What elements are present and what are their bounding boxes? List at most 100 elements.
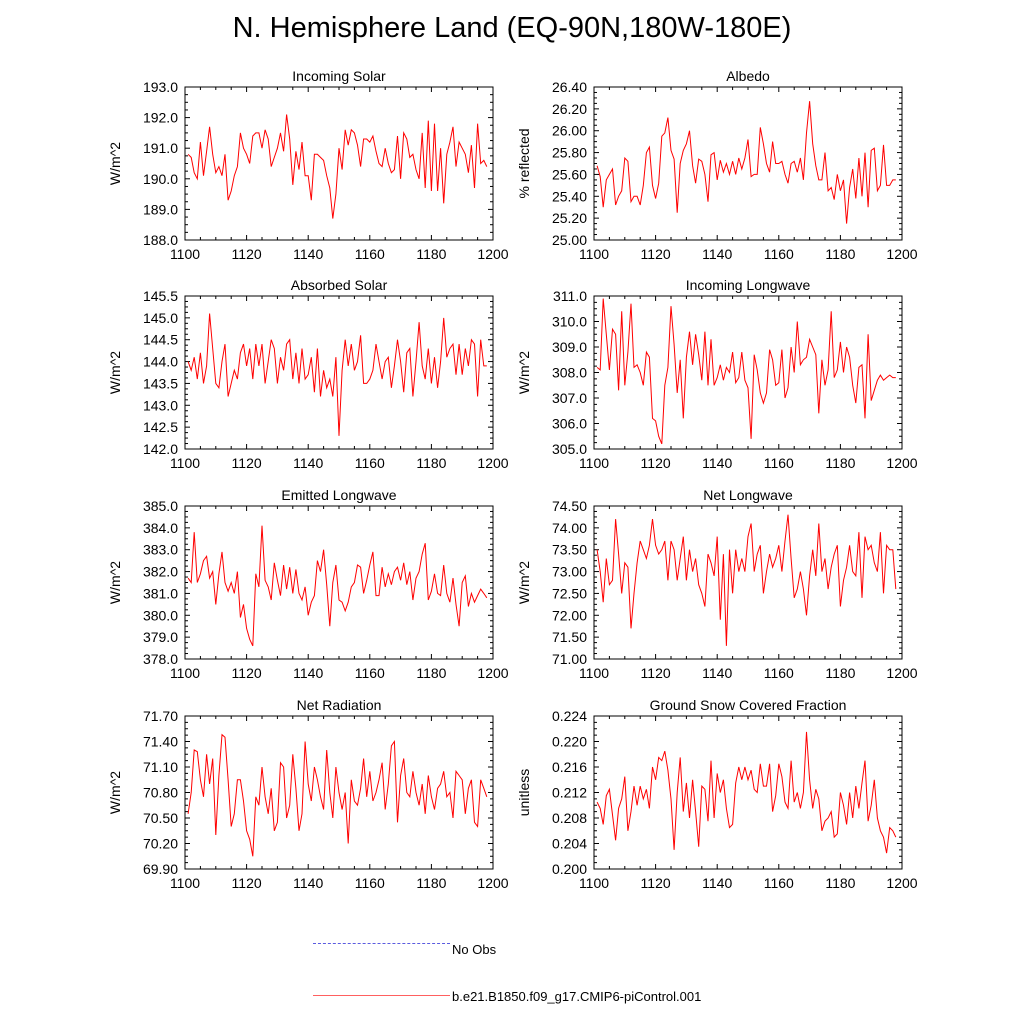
y-tick-label: 71.00 — [552, 651, 587, 667]
panel-title: Albedo — [726, 68, 770, 84]
y-axis-label: W/m^2 — [107, 142, 123, 185]
y-axis-label: W/m^2 — [107, 351, 123, 394]
y-tick-label: 379.0 — [143, 629, 178, 645]
y-tick-label: 145.0 — [143, 310, 178, 326]
panel-title: Ground Snow Covered Fraction — [650, 697, 847, 713]
panel-title: Absorbed Solar — [291, 277, 388, 293]
x-tick-label: 1160 — [764, 246, 794, 262]
y-tick-label: 0.216 — [552, 759, 587, 775]
x-tick-label: 1180 — [825, 875, 855, 891]
series-line — [187, 114, 488, 219]
x-tick-label: 1120 — [641, 455, 671, 471]
series-line — [187, 313, 487, 436]
x-tick-label: 1180 — [416, 455, 446, 471]
y-tick-label: 70.50 — [143, 810, 178, 826]
x-tick-label: 1120 — [232, 875, 262, 891]
x-tick-label: 1160 — [764, 875, 794, 891]
x-tick-label: 1120 — [232, 455, 262, 471]
y-tick-label: 73.00 — [552, 564, 587, 580]
y-tick-label: 306.0 — [552, 416, 587, 432]
y-tick-label: 70.80 — [143, 785, 178, 801]
series-line — [596, 514, 897, 646]
x-tick-label: 1140 — [293, 875, 323, 891]
y-tick-label: 385.0 — [143, 498, 178, 514]
plot-frame — [593, 715, 903, 870]
y-tick-label: 143.5 — [143, 375, 178, 391]
plot-frame — [593, 86, 903, 241]
plot-frame — [184, 86, 494, 241]
x-tick-label: 1100 — [579, 665, 609, 681]
x-tick-label: 1140 — [293, 246, 323, 262]
x-tick-label: 1180 — [825, 246, 855, 262]
x-tick-label: 1200 — [886, 665, 917, 681]
y-tick-label: 74.50 — [552, 498, 587, 514]
y-tick-label: 311.0 — [553, 288, 587, 304]
x-tick-label: 1100 — [579, 875, 609, 891]
y-tick-label: 26.40 — [552, 79, 587, 95]
x-tick-label: 1160 — [355, 665, 385, 681]
y-tick-label: 381.0 — [143, 585, 178, 601]
y-tick-label: 382.0 — [143, 564, 178, 580]
y-tick-label: 192.0 — [143, 110, 178, 126]
x-tick-label: 1200 — [886, 246, 917, 262]
y-tick-label: 72.00 — [552, 607, 587, 623]
x-tick-label: 1100 — [579, 455, 609, 471]
y-tick-label: 144.5 — [143, 332, 178, 348]
x-tick-label: 1140 — [702, 455, 732, 471]
y-axis-label: % reflected — [516, 128, 532, 198]
y-tick-label: 25.20 — [552, 210, 587, 226]
x-tick-label: 1180 — [416, 875, 446, 891]
y-tick-label: 145.5 — [143, 288, 178, 304]
x-tick-label: 1200 — [477, 665, 508, 681]
y-tick-label: 144.0 — [143, 354, 178, 370]
series-line — [187, 733, 488, 857]
x-tick-label: 1160 — [355, 875, 385, 891]
x-tick-label: 1200 — [477, 246, 508, 262]
y-tick-label: 73.50 — [552, 542, 587, 558]
y-tick-label: 310.0 — [552, 314, 587, 330]
y-tick-label: 378.0 — [143, 651, 178, 667]
plot-frame — [593, 505, 903, 660]
x-tick-label: 1180 — [825, 455, 855, 471]
series-line — [596, 298, 896, 445]
y-tick-label: 383.0 — [143, 542, 178, 558]
x-tick-label: 1120 — [232, 665, 262, 681]
x-tick-label: 1140 — [702, 246, 732, 262]
y-axis-label: W/m^2 — [107, 561, 123, 604]
x-tick-label: 1160 — [764, 455, 794, 471]
y-tick-label: 188.0 — [143, 232, 178, 248]
y-tick-label: 70.20 — [143, 836, 178, 852]
x-tick-label: 1200 — [886, 875, 917, 891]
series-line — [187, 525, 488, 647]
chart-panel-4: Incoming Longwave W/m^2 1100 1120 1140 1160 11… — [516, 277, 918, 471]
legend-label-model: b.e21.B1850.f09_g17.CMIP6-piControl.001 — [452, 989, 702, 1004]
x-tick-label: 1120 — [232, 246, 262, 262]
legend-line-no-obs — [313, 943, 450, 944]
x-tick-label: 1100 — [170, 455, 200, 471]
y-tick-label: 142.5 — [143, 419, 178, 435]
y-tick-label: 72.50 — [552, 585, 587, 601]
x-tick-label: 1180 — [825, 665, 855, 681]
y-axis-label: W/m^2 — [516, 561, 532, 604]
chart-panel-6: Net Longwave W/m^2 1100 1120 1140 1160 1180 120… — [516, 487, 918, 681]
y-axis-label: unitless — [516, 769, 532, 816]
x-tick-label: 1160 — [355, 455, 385, 471]
x-tick-label: 1120 — [641, 246, 671, 262]
x-tick-label: 1160 — [764, 665, 794, 681]
x-tick-label: 1140 — [293, 455, 323, 471]
x-tick-label: 1160 — [355, 246, 385, 262]
x-tick-label: 1140 — [293, 665, 323, 681]
y-tick-label: 142.0 — [143, 441, 178, 457]
chart-panel-8: Ground Snow Covered Fraction unitless 1100… — [516, 697, 918, 891]
y-tick-label: 26.00 — [552, 123, 587, 139]
x-tick-label: 1140 — [702, 665, 732, 681]
x-tick-label: 1180 — [416, 246, 446, 262]
y-tick-label: 25.40 — [552, 188, 587, 204]
chart-panel-2: Albedo % reflected 1100 1120 1140 1160 1180 120… — [516, 68, 918, 262]
x-tick-label: 1200 — [477, 455, 508, 471]
y-tick-label: 384.0 — [143, 520, 178, 536]
chart-panel-5: Emitted Longwave W/m^2 1100 1120 1140 1160 118… — [107, 487, 509, 681]
y-tick-label: 189.0 — [143, 201, 178, 217]
x-tick-label: 1100 — [579, 246, 609, 262]
